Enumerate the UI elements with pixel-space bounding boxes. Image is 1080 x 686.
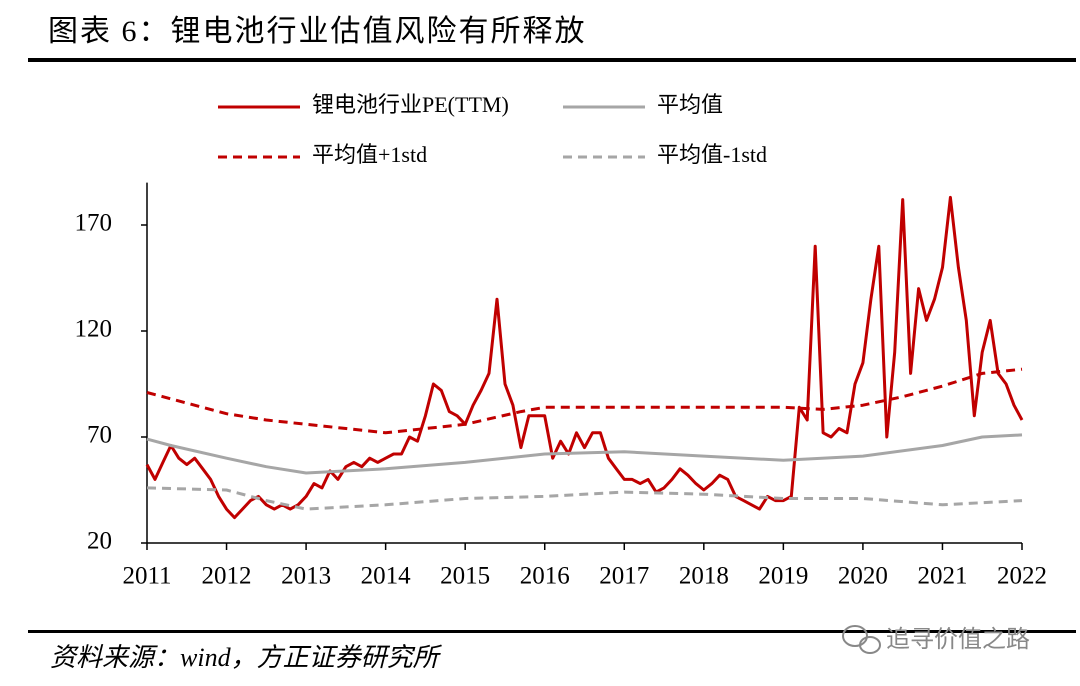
x-tick-label: 2015: [440, 563, 490, 590]
x-tick-label: 2022: [997, 563, 1047, 590]
y-tick-label: 170: [75, 210, 113, 237]
x-tick-label: 2011: [122, 563, 171, 590]
x-tick-label: 2020: [838, 563, 888, 590]
series-line: [146, 486, 1023, 511]
x-tick-label: 2014: [361, 563, 412, 590]
watermark-icon: [842, 625, 881, 654]
source: 资料来源：wind，方正证券研究所: [50, 643, 443, 672]
x-tick-label: 2021: [917, 563, 967, 590]
legend-label: 平均值+1std: [312, 142, 427, 167]
x-tick-label: 2018: [679, 563, 729, 590]
legend-label: 平均值: [657, 92, 723, 117]
x-tick-label: 2016: [520, 563, 570, 590]
series-line: [146, 367, 1023, 435]
legend-label: 平均值-1std: [657, 142, 767, 167]
watermark: 追寻价值之路: [886, 625, 1030, 653]
x-tick-label: 2013: [281, 563, 331, 590]
y-tick-label: 20: [87, 528, 112, 555]
title-rule: [28, 58, 1076, 62]
chart-title: 图表 6：锂电池行业估值风险有所释放: [48, 15, 587, 48]
x-tick-label: 2017: [599, 563, 649, 590]
series-line: [146, 433, 1023, 475]
x-tick-label: 2012: [202, 563, 252, 590]
y-tick-label: 120: [75, 316, 113, 343]
y-tick-label: 70: [87, 422, 112, 449]
series-line: [145, 195, 1024, 520]
footer-rule: [28, 630, 1076, 633]
legend-label: 锂电池行业PE(TTM): [312, 92, 509, 117]
x-tick-label: 2019: [758, 563, 808, 590]
